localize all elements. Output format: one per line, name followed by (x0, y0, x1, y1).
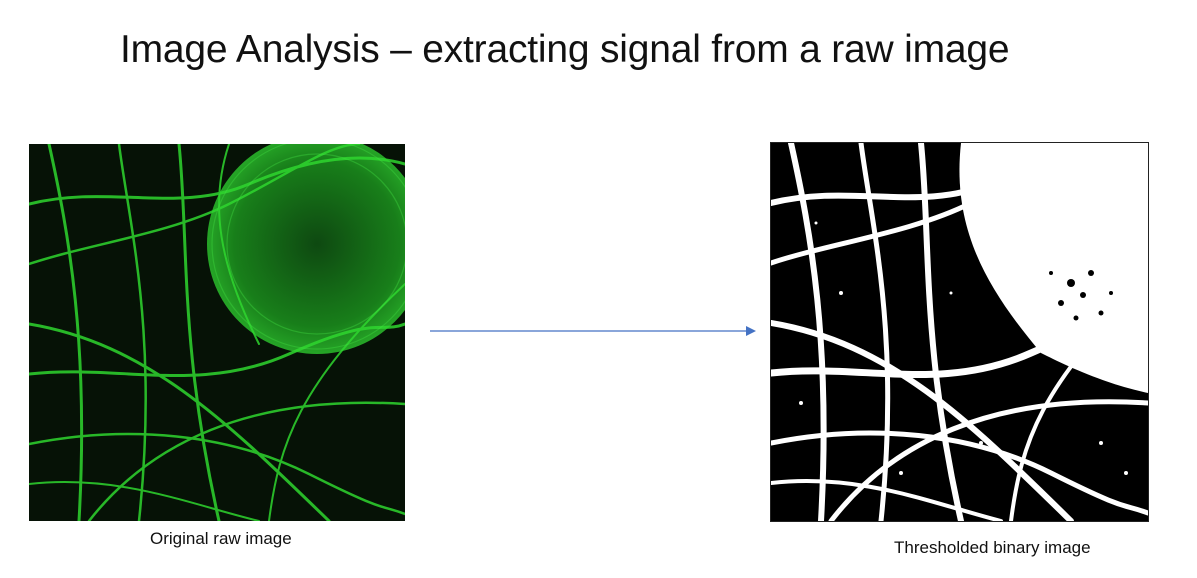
binary-image-graphic (771, 143, 1148, 521)
binary-image-caption: Thresholded binary image (894, 538, 1091, 557)
binary-image (770, 142, 1149, 522)
raw-image-caption: Original raw image (150, 529, 292, 548)
arrow-right-icon (428, 321, 758, 341)
raw-image (29, 144, 405, 521)
slide-title: Image Analysis – extracting signal from … (120, 28, 1010, 71)
raw-image-graphic (29, 144, 405, 521)
